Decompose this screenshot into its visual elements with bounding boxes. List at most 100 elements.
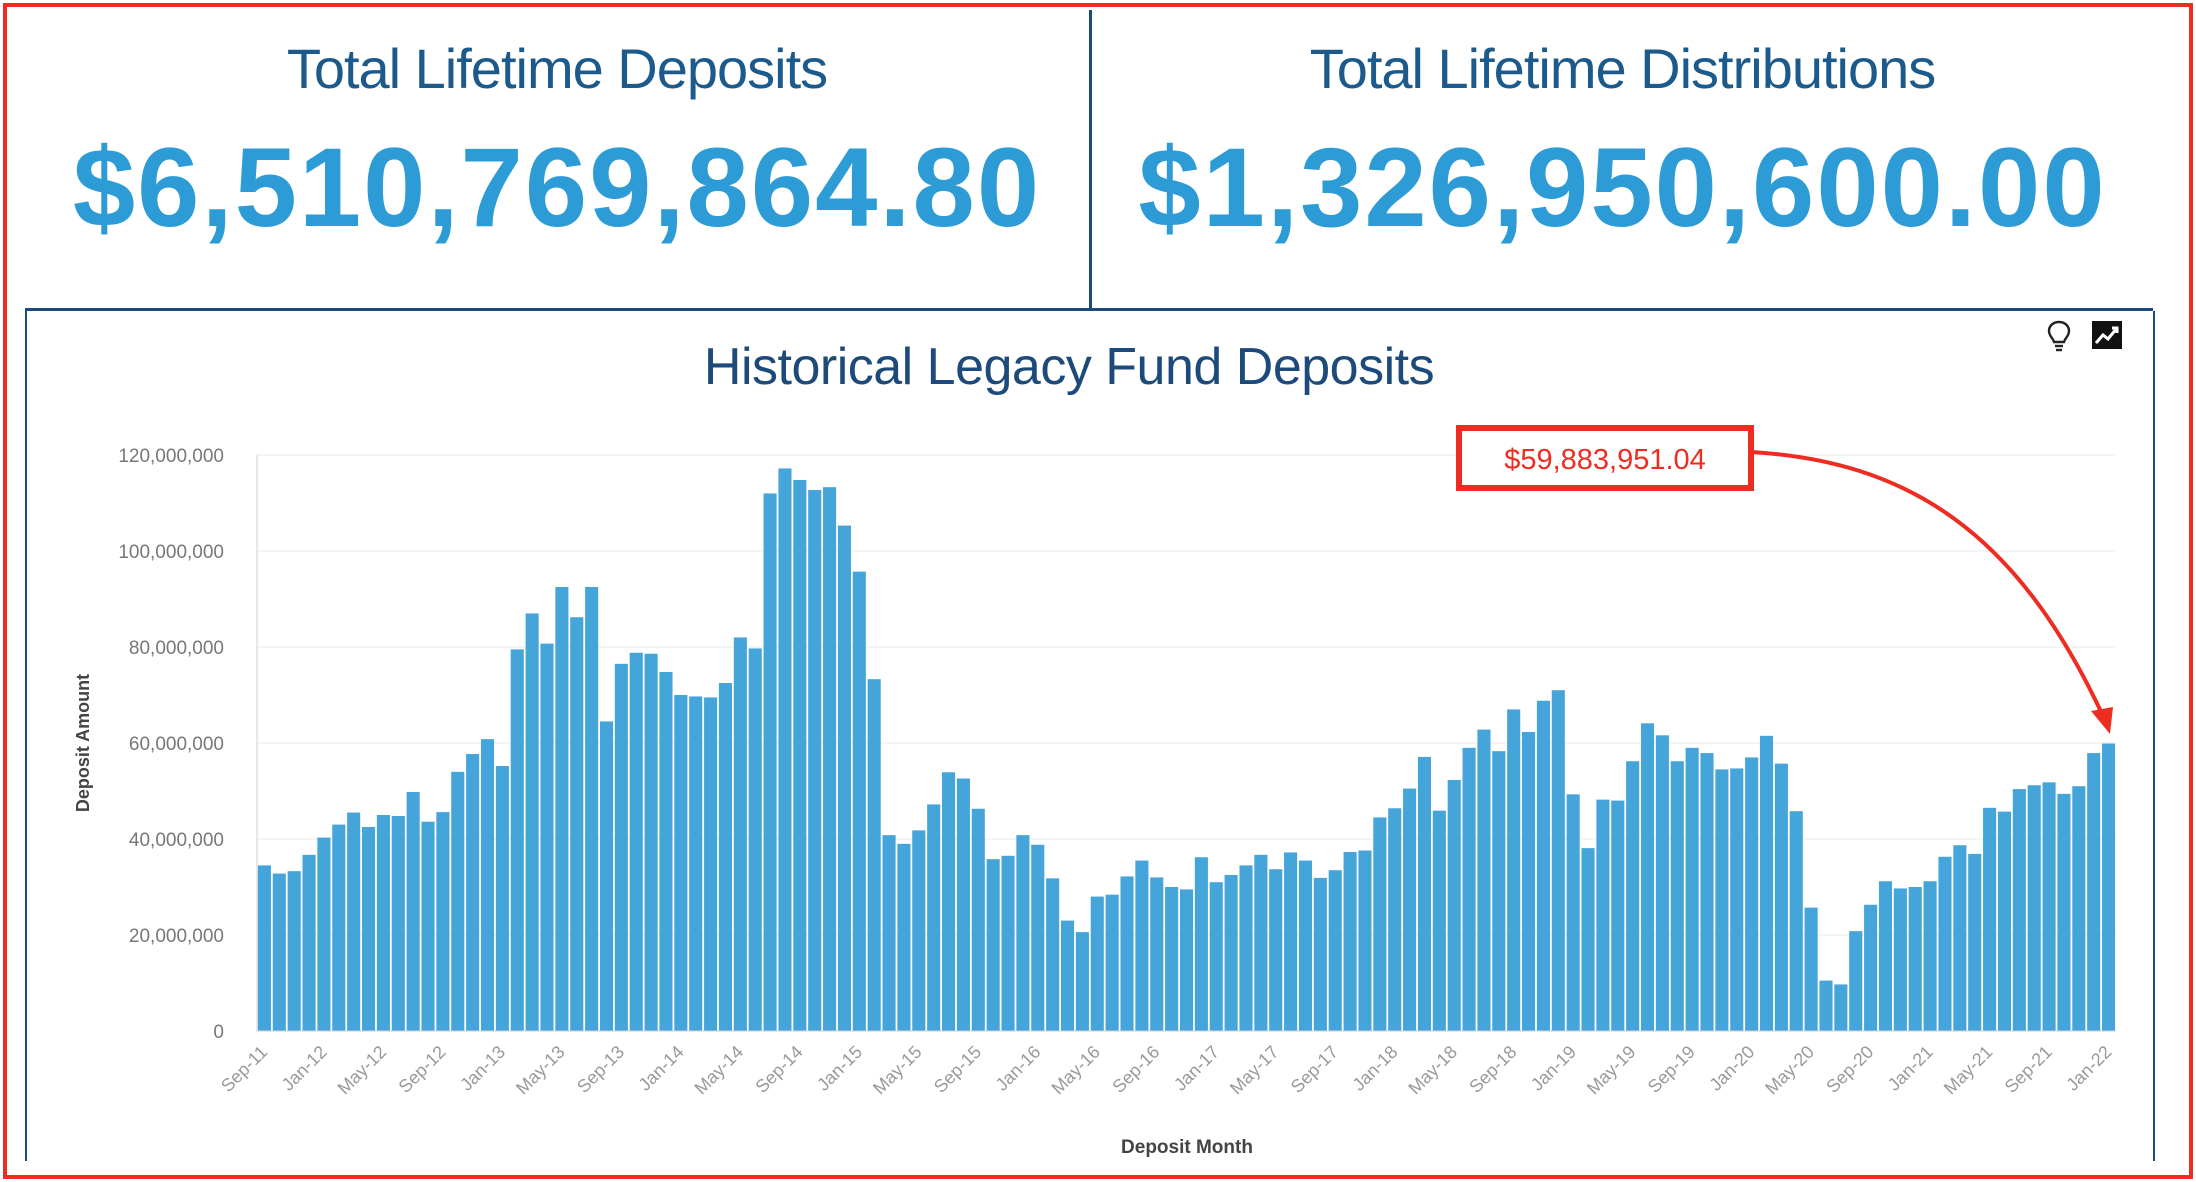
bar[interactable] (1105, 894, 1119, 1031)
bar[interactable] (1774, 763, 1788, 1031)
bar[interactable] (1075, 932, 1089, 1031)
bar[interactable] (956, 778, 970, 1031)
bar[interactable] (1611, 800, 1625, 1031)
bar[interactable] (1328, 870, 1342, 1031)
bar[interactable] (1403, 788, 1417, 1031)
bar[interactable] (1492, 751, 1506, 1031)
bar[interactable] (808, 490, 822, 1031)
bar[interactable] (317, 837, 331, 1031)
bar[interactable] (406, 791, 420, 1031)
bar[interactable] (1417, 756, 1431, 1031)
bar[interactable] (1060, 920, 1075, 1031)
bar[interactable] (361, 827, 376, 1031)
bar[interactable] (1551, 690, 1565, 1031)
bar[interactable] (882, 835, 896, 1031)
bar[interactable] (823, 487, 837, 1031)
bar[interactable] (1968, 853, 1982, 1031)
bar[interactable] (1090, 896, 1104, 1031)
bar[interactable] (1343, 851, 1357, 1031)
bar[interactable] (421, 821, 435, 1031)
bar[interactable] (599, 721, 614, 1031)
bar[interactable] (1001, 855, 1015, 1031)
bar[interactable] (1997, 811, 2012, 1031)
bar[interactable] (1462, 747, 1476, 1031)
bar[interactable] (1730, 768, 1744, 1031)
bar[interactable] (1269, 869, 1283, 1031)
bar[interactable] (793, 479, 807, 1031)
bar[interactable] (659, 671, 673, 1031)
bar[interactable] (1655, 735, 1669, 1031)
bar[interactable] (1893, 888, 1907, 1031)
bar[interactable] (2027, 785, 2041, 1031)
bar[interactable] (971, 808, 985, 1031)
bar[interactable] (1640, 723, 1655, 1031)
bar[interactable] (302, 854, 316, 1031)
bar[interactable] (480, 739, 495, 1031)
bar[interactable] (436, 812, 450, 1031)
bar[interactable] (629, 652, 643, 1031)
bar[interactable] (451, 771, 465, 1031)
bar[interactable] (1239, 865, 1253, 1031)
trend-chart-icon[interactable] (2087, 315, 2127, 355)
bar[interactable] (1224, 875, 1238, 1031)
bar[interactable] (1150, 877, 1164, 1031)
bar[interactable] (704, 697, 718, 1031)
bar[interactable] (555, 587, 569, 1031)
bar[interactable] (1254, 854, 1268, 1031)
bar[interactable] (1878, 881, 1893, 1031)
bar[interactable] (570, 617, 584, 1031)
bar[interactable] (1536, 700, 1550, 1031)
bar[interactable] (466, 754, 480, 1031)
bar[interactable] (1522, 731, 1536, 1031)
bar[interactable] (1477, 729, 1491, 1031)
bar[interactable] (1938, 856, 1952, 1031)
bar[interactable] (778, 468, 792, 1031)
bar[interactable] (1373, 817, 1387, 1031)
bar[interactable] (689, 696, 703, 1031)
bar[interactable] (1120, 876, 1134, 1031)
bar[interactable] (257, 865, 271, 1031)
bar[interactable] (585, 587, 599, 1031)
bar[interactable] (644, 653, 658, 1031)
bar[interactable] (2042, 782, 2056, 1031)
bar[interactable] (1759, 735, 1774, 1031)
bar[interactable] (272, 873, 286, 1031)
bar[interactable] (1596, 799, 1610, 1031)
bar[interactable] (1298, 860, 1313, 1031)
bar[interactable] (1209, 882, 1223, 1031)
bar[interactable] (674, 695, 688, 1031)
bar[interactable] (347, 812, 361, 1031)
bar[interactable] (1432, 810, 1446, 1031)
bar[interactable] (1789, 811, 1803, 1031)
bar[interactable] (2012, 789, 2026, 1031)
bar[interactable] (912, 830, 926, 1031)
bar[interactable] (1626, 761, 1640, 1031)
bar[interactable] (287, 871, 301, 1031)
bar[interactable] (1745, 757, 1759, 1031)
bar[interactable] (1685, 747, 1699, 1031)
bar[interactable] (1046, 878, 1060, 1031)
bar[interactable] (1923, 881, 1937, 1031)
bar[interactable] (1581, 848, 1595, 1031)
bar[interactable] (1715, 769, 1729, 1031)
bar[interactable] (748, 648, 762, 1031)
bar[interactable] (614, 663, 628, 1031)
bar[interactable] (540, 643, 554, 1031)
bar[interactable] (867, 679, 881, 1031)
bar[interactable] (1834, 984, 1848, 1031)
bar[interactable] (1194, 857, 1208, 1031)
bar[interactable] (852, 571, 866, 1031)
bar[interactable] (1447, 779, 1461, 1031)
bar[interactable] (1031, 844, 1045, 1031)
bar[interactable] (1358, 850, 1372, 1031)
bar[interactable] (1804, 907, 1818, 1031)
bar[interactable] (1179, 889, 1194, 1031)
bar[interactable] (763, 493, 777, 1031)
bar[interactable] (510, 649, 524, 1031)
bar[interactable] (1819, 980, 1833, 1031)
bar[interactable] (1135, 860, 1149, 1031)
bar[interactable] (1016, 835, 1030, 1031)
bar[interactable] (733, 637, 747, 1031)
bar[interactable] (1566, 794, 1580, 1031)
bar[interactable] (391, 815, 405, 1031)
